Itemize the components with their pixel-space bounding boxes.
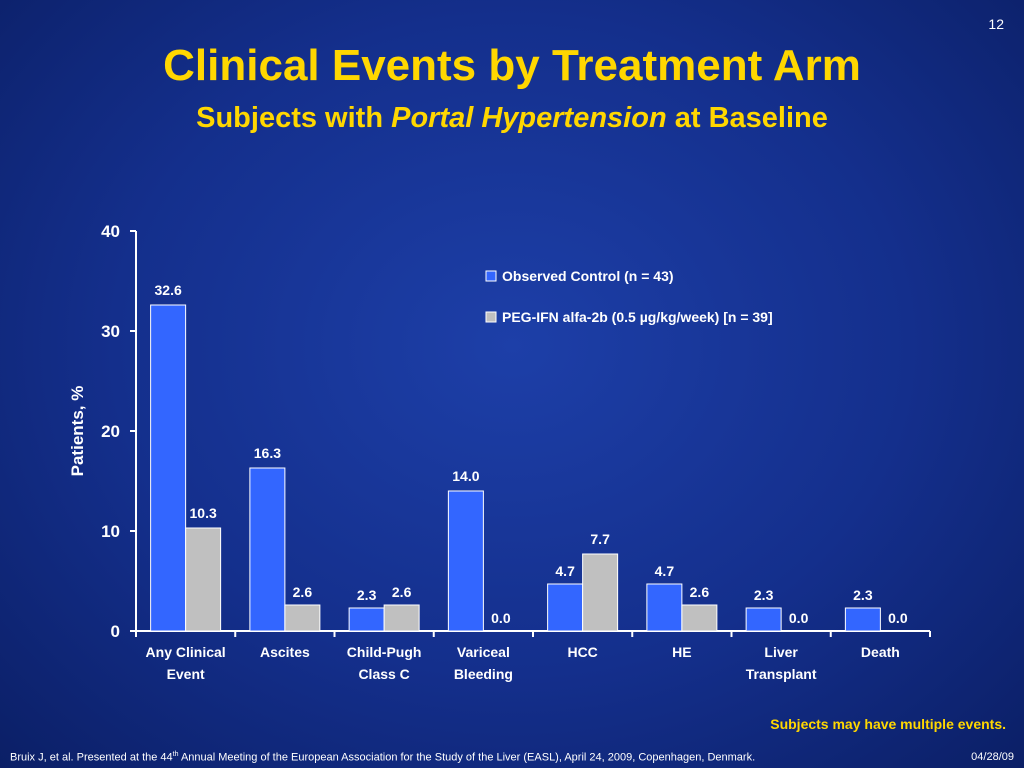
legend-swatch	[485, 270, 497, 282]
x-category-label: Ascites	[260, 644, 310, 660]
legend-swatch	[485, 311, 497, 323]
x-category-label: Class C	[358, 666, 409, 682]
x-category-label: Child-Pugh	[347, 644, 422, 660]
data-label: 32.6	[155, 282, 182, 298]
y-tick-label: 10	[101, 522, 120, 541]
citation-text: Bruix J, et al. Presented at the 44th An…	[10, 751, 755, 764]
x-category-label: Liver	[764, 644, 798, 660]
bar-chart: 0 10 20 30 40 Patients, % 32.6 16.3 2.3 14.0 4.7 4.…	[68, 222, 908, 682]
y-tick-label: 40	[101, 222, 120, 241]
legend-label: PEG-IFN alfa-2b (0.5 µg/kg/week) [n = 39…	[502, 309, 773, 325]
data-label: 2.6	[690, 584, 710, 600]
data-label: 7.7	[590, 531, 610, 547]
y-axis-label: Patients, %	[68, 386, 87, 477]
citation: Bruix J, et al. Presented at the 44th An…	[10, 751, 1014, 764]
x-category-label: Any Clinical	[146, 644, 226, 660]
bar	[547, 583, 584, 632]
slide-number: 12	[988, 16, 1004, 32]
slide-title: Clinical Events by Treatment Arm	[163, 41, 861, 90]
citation-post: Annual Meeting of the European Associati…	[178, 751, 756, 764]
x-category-label: HCC	[567, 644, 597, 660]
data-label: 0.0	[789, 610, 809, 626]
data-label: 4.7	[655, 563, 675, 579]
bar	[348, 607, 385, 632]
bar	[383, 604, 420, 632]
slide-subtitle: Subjects with Portal Hypertension at Bas…	[0, 100, 1024, 136]
y-tick-label: 30	[101, 322, 120, 341]
bar	[447, 490, 484, 632]
bar	[150, 304, 187, 632]
bar	[284, 604, 321, 632]
data-label: 2.3	[853, 587, 873, 603]
data-label: 10.3	[190, 505, 217, 521]
footnote: Subjects may have multiple events.	[770, 716, 1006, 732]
x-category-label: Bleeding	[454, 666, 513, 682]
data-label: 4.7	[555, 563, 575, 579]
bar	[646, 583, 683, 632]
x-category-label: Death	[861, 644, 900, 660]
data-label: 2.6	[392, 584, 412, 600]
data-label: 0.0	[888, 610, 908, 626]
subtitle-prefix: Subjects with	[196, 102, 392, 134]
x-category-label: HE	[672, 644, 691, 660]
bar	[582, 553, 619, 632]
x-category-label: Transplant	[746, 666, 817, 682]
bar	[249, 467, 286, 632]
y-tick-label: 20	[101, 422, 120, 441]
citation-sup: th	[172, 751, 179, 758]
bar	[681, 604, 718, 632]
data-label: 0.0	[491, 610, 511, 626]
citation-pre: Bruix J, et al. Presented at the 44	[10, 751, 173, 764]
bar	[844, 607, 881, 632]
bar	[745, 607, 782, 632]
data-label: 16.3	[254, 445, 281, 461]
subtitle-emphasis: Portal Hypertension	[391, 102, 667, 134]
data-label: 2.6	[293, 584, 313, 600]
x-category-label: Variceal	[457, 644, 510, 660]
bar	[185, 527, 222, 632]
data-label: 2.3	[357, 587, 377, 603]
y-tick-label: 0	[111, 622, 120, 641]
data-label: 14.0	[452, 468, 479, 484]
data-label: 2.3	[754, 587, 774, 603]
legend-label: Observed Control (n = 43)	[502, 268, 674, 284]
x-category-label: Event	[167, 666, 205, 682]
subtitle-suffix: at Baseline	[666, 102, 828, 134]
citation-date: 04/28/09	[971, 751, 1014, 763]
